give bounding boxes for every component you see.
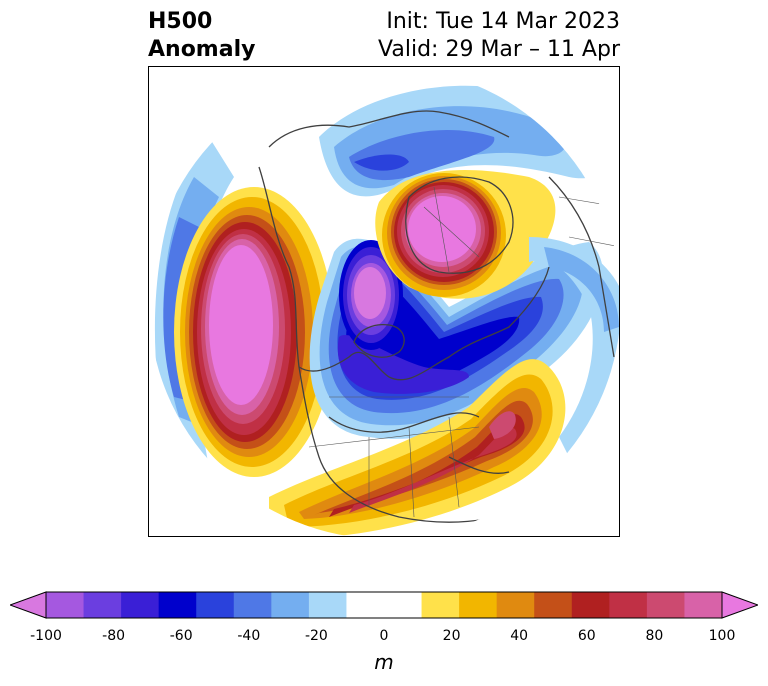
colorbar-segment xyxy=(233,592,272,618)
colorbar-tick-label: 80 xyxy=(645,628,664,644)
south-positive-arc xyxy=(269,359,566,536)
anomaly-map xyxy=(148,66,620,537)
north-positive-high xyxy=(375,169,556,299)
colorbar-tick-label: -40 xyxy=(237,628,261,644)
west-positive-ridge xyxy=(174,187,334,477)
colorbar-segment xyxy=(83,592,122,618)
colorbar-segment xyxy=(609,592,648,618)
colorbar-segment xyxy=(571,592,610,618)
colorbar-tick-label: 20 xyxy=(442,628,461,644)
colorbar-tick-label: 100 xyxy=(708,628,736,644)
colorbar-segment xyxy=(459,592,498,618)
colorbar-segments xyxy=(46,592,723,618)
colorbar-tick-label: 40 xyxy=(510,628,529,644)
colorbar-segment xyxy=(46,592,85,618)
colorbar-tick-label: -100 xyxy=(30,628,62,644)
colorbar-tick-label: 60 xyxy=(577,628,596,644)
colorbar xyxy=(10,591,758,619)
colorbar-extend-min xyxy=(10,591,47,619)
coastlines xyxy=(258,110,615,523)
colorbar-segment xyxy=(534,592,573,618)
colorbar-segment xyxy=(646,592,685,618)
init-date: Init: Tue 14 Mar 2023 xyxy=(386,9,620,34)
colorbar-segment xyxy=(308,592,347,618)
colorbar-segment xyxy=(196,592,235,618)
map-title-left: H500 Anomaly xyxy=(148,8,255,64)
colorbar-tick-label: -60 xyxy=(169,628,193,644)
title-field: Anomaly xyxy=(148,37,256,62)
title-variable: H500 xyxy=(148,9,213,34)
map-graphic xyxy=(149,67,619,536)
colorbar-segment xyxy=(271,592,310,618)
colorbar-segment xyxy=(684,592,723,618)
colorbar-unit: m xyxy=(374,650,394,674)
colorbar-tick-label: 0 xyxy=(379,628,389,644)
central-trough xyxy=(309,238,604,439)
colorbar-segment xyxy=(121,592,160,618)
map-title-right: Init: Tue 14 Mar 2023 Valid: 29 Mar – 11… xyxy=(378,8,620,64)
colorbar-segment xyxy=(158,592,197,618)
colorbar-tick-label: -20 xyxy=(304,628,328,644)
colorbar-extend-max xyxy=(721,591,758,619)
colorbar-segment xyxy=(384,592,423,618)
colorbar-segment xyxy=(421,592,460,618)
valid-range: Valid: 29 Mar – 11 Apr xyxy=(378,37,620,62)
colorbar-segment xyxy=(496,592,535,618)
colorbar-tick-label: -80 xyxy=(102,628,126,644)
colorbar-segment xyxy=(346,592,385,618)
colorbar-outline xyxy=(45,591,723,619)
